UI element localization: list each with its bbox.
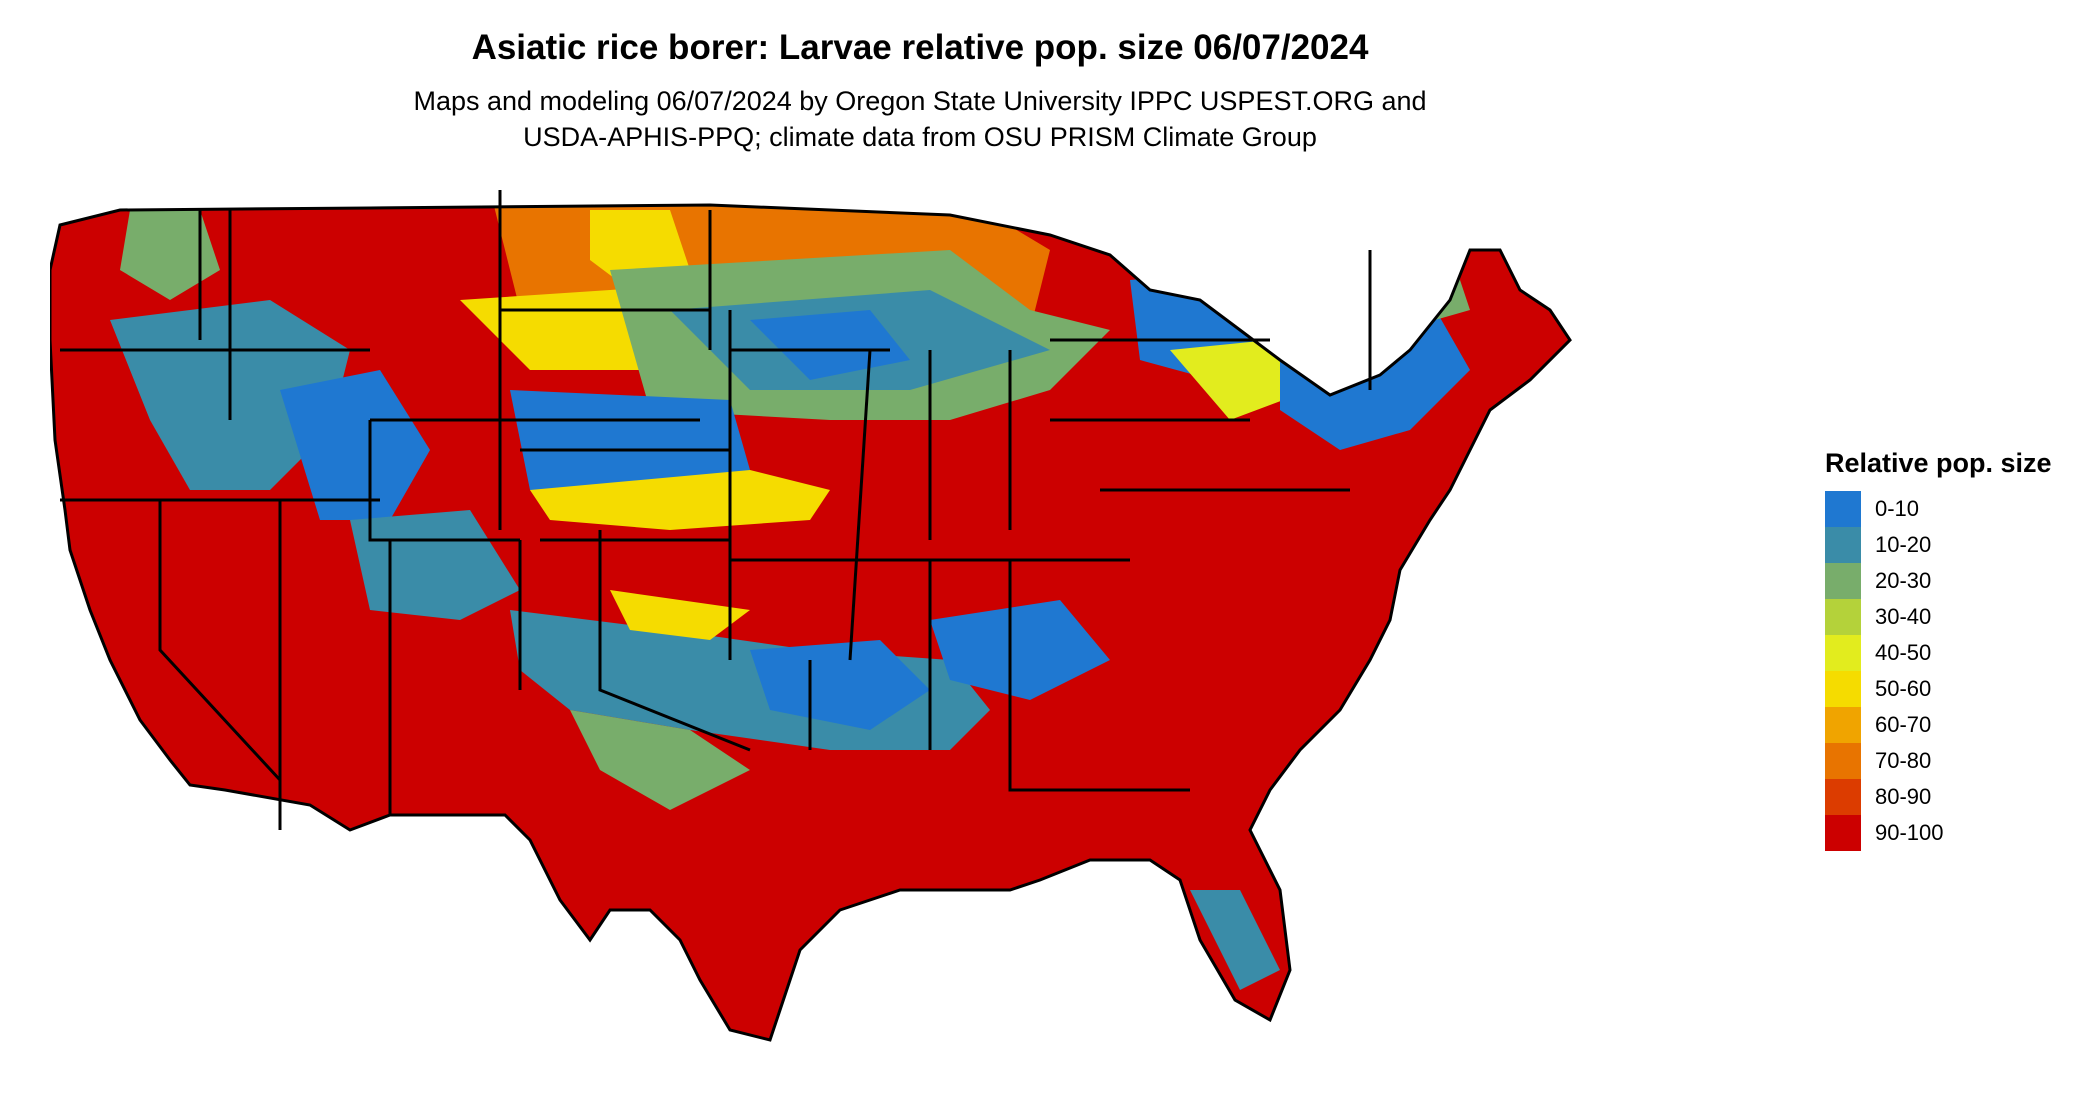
legend-item: 90-100 — [1825, 815, 2052, 851]
legend-item: 20-30 — [1825, 563, 2052, 599]
us-outline — [50, 203, 1572, 1042]
legend-label: 20-30 — [1875, 568, 1932, 593]
map-subtitle-line1: Maps and modeling 06/07/2024 by Oregon S… — [413, 86, 1427, 116]
legend-item: 60-70 — [1825, 707, 2052, 743]
region-four-corners-teal — [350, 510, 520, 620]
legend-label: 0-10 — [1875, 496, 1920, 521]
border-utah-east — [368, 420, 520, 542]
region-texas-green — [570, 710, 750, 810]
border-nevada-west — [158, 500, 282, 782]
region-georgia-blue — [930, 600, 1110, 700]
region-mississippi-blue — [750, 640, 930, 730]
region-ohio-yellow — [1170, 340, 1310, 420]
border-illinois-east — [848, 349, 872, 661]
legend-swatch — [1825, 815, 1861, 851]
legend-swatch — [1825, 707, 1861, 743]
legend-swatch — [1825, 671, 1861, 707]
legend-label: 60-70 — [1875, 712, 1932, 737]
legend-swatch — [1825, 635, 1861, 671]
border-texas-north — [598, 530, 751, 752]
legend-label: 10-20 — [1875, 532, 1932, 557]
legend-item: 80-90 — [1825, 779, 2052, 815]
legend-label: 90-100 — [1875, 820, 1944, 845]
region-florida-teal — [1190, 890, 1280, 990]
legend-label: 30-40 — [1875, 604, 1932, 629]
legend: Relative pop. size 0-10 10-20 20-30 30-40 40… — [1825, 448, 2052, 851]
region-utah-blue — [280, 370, 430, 520]
legend-item: 30-40 — [1825, 599, 2052, 635]
legend-item: 10-20 — [1825, 527, 2052, 563]
legend-label: 50-60 — [1875, 676, 1932, 701]
legend-swatch — [1825, 743, 1861, 779]
legend-item: 0-10 — [1825, 491, 2052, 527]
legend-items: 0-10 10-20 20-30 30-40 40-50 50-60 60-70 70-80 8… — [1825, 491, 2052, 851]
map-title: Asiatic rice borer: Larvae relative pop.… — [471, 28, 1369, 67]
legend-item: 50-60 — [1825, 671, 2052, 707]
state-borders — [60, 190, 1372, 830]
legend-swatch — [1825, 599, 1861, 635]
region-plains-blue — [510, 390, 750, 500]
legend-label: 80-90 — [1875, 784, 1932, 809]
usa-map — [50, 190, 1572, 1042]
legend-title: Relative pop. size — [1825, 448, 2052, 478]
region-oklahoma-yellow — [610, 590, 750, 640]
map-subtitle-line2: USDA-APHIS-PPQ; climate data from OSU PR… — [523, 122, 1317, 152]
legend-swatch — [1825, 491, 1861, 527]
density-layer — [50, 205, 1570, 1040]
legend-swatch — [1825, 779, 1861, 815]
legend-label: 70-80 — [1875, 748, 1932, 773]
border-georgia — [1008, 560, 1190, 792]
legend-swatch — [1825, 527, 1861, 563]
region-cascades-green — [120, 210, 220, 300]
legend-item: 40-50 — [1825, 635, 2052, 671]
legend-item: 70-80 — [1825, 743, 2052, 779]
legend-swatch — [1825, 563, 1861, 599]
legend-label: 40-50 — [1875, 640, 1932, 665]
region-kansas-yellow — [530, 470, 830, 530]
